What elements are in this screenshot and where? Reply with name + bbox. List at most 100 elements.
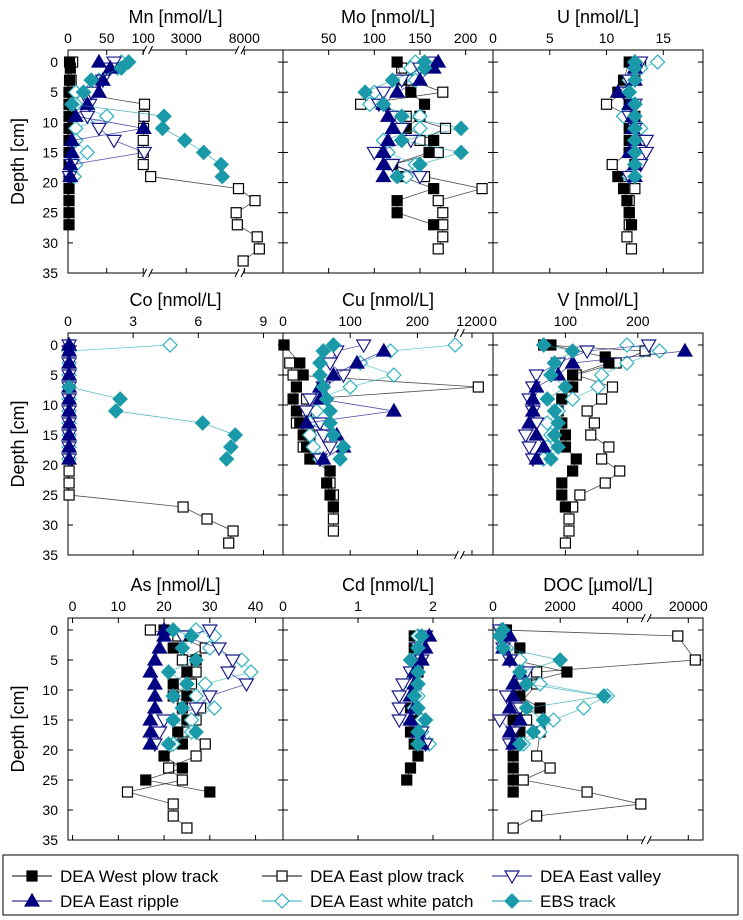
data-point (603, 441, 615, 453)
data-point (165, 712, 182, 728)
data-point (517, 774, 529, 786)
axis-break-gap (643, 614, 650, 622)
y-tick-label: 5 (50, 367, 58, 383)
data-point (160, 736, 177, 752)
panel-title: Co [nmol/L] (129, 290, 221, 310)
data-point (432, 195, 444, 207)
panel-frame (67, 332, 284, 556)
series-white (535, 337, 668, 467)
data-point (162, 337, 178, 353)
panel-title: Mo [nmol/L] (341, 7, 435, 27)
x-tick-label: 8000 (229, 30, 260, 46)
series-ripple (521, 342, 693, 465)
data-point (412, 156, 428, 173)
data-point (379, 132, 397, 147)
data-point (507, 774, 519, 786)
data-point (423, 146, 435, 159)
y-tick-label: 0 (50, 54, 58, 70)
data-point (410, 676, 426, 692)
data-point (62, 168, 79, 183)
data-point (227, 525, 239, 537)
data-point (144, 624, 156, 636)
data-point (600, 98, 613, 110)
x-tick-label: 100 (132, 30, 156, 46)
data-point (521, 441, 538, 456)
data-point (512, 736, 528, 752)
legend-marker (26, 870, 38, 882)
data-point (603, 357, 615, 369)
x-tick-label: 30 (202, 598, 218, 614)
data-point (154, 120, 171, 137)
data-point (375, 86, 392, 101)
y-tick-label: 15 (42, 427, 58, 443)
data-point (559, 537, 572, 549)
data-point (689, 654, 701, 666)
panel-U: U [nmol/L] 0 5 10 15 (489, 7, 704, 274)
y-tick-label: 10 (42, 397, 58, 413)
data-point (102, 59, 119, 74)
x-tick-label: 200 (406, 313, 430, 329)
data-point (194, 415, 211, 431)
data-point (612, 170, 624, 183)
panel-Cd: Cd [nmol/L] 0 1 2 (279, 575, 494, 841)
data-point (501, 699, 518, 714)
legend-marker (274, 893, 290, 909)
y-tick-label: 30 (42, 517, 58, 533)
data-point (625, 243, 638, 255)
data-point (453, 120, 469, 137)
x-tick-label: 20000 (669, 598, 708, 614)
data-point (491, 628, 508, 644)
data-point (596, 393, 608, 405)
data-point (160, 664, 177, 680)
data-point (140, 774, 152, 786)
x-tick-label: 15 (655, 30, 671, 46)
data-point (112, 391, 128, 407)
series-ebs (535, 337, 581, 467)
data-point (231, 219, 243, 231)
x-tick-label: 3 (129, 313, 137, 329)
data-point (298, 414, 315, 429)
panel-title: U [nmol/L] (557, 7, 639, 27)
data-point (635, 798, 647, 810)
data-point (181, 822, 193, 834)
data-point (621, 195, 633, 207)
data-point (410, 700, 426, 716)
axis-break-mark (453, 550, 459, 560)
data-point (197, 676, 214, 692)
data-point (167, 678, 179, 690)
data-point (411, 71, 429, 86)
data-point (63, 207, 75, 219)
axis-break-gap (144, 269, 151, 277)
data-point (165, 622, 182, 638)
data-point (61, 450, 78, 465)
data-point (230, 207, 242, 219)
legend-label: EBS track (540, 892, 616, 911)
data-point (575, 700, 592, 716)
data-point (528, 450, 545, 465)
x-tick-label: 3000 (171, 30, 202, 46)
y-tick-label: 35 (42, 547, 58, 563)
series-line (398, 635, 426, 745)
data-point (204, 786, 216, 798)
y-tick-label: 20 (42, 457, 58, 473)
data-point (348, 354, 365, 369)
data-point (190, 750, 202, 762)
data-point (214, 168, 231, 185)
legend-item-west: DEA West plow track (12, 867, 219, 886)
data-point (327, 525, 339, 537)
legend: DEA West plow track DEA East plow track DE… (2, 854, 739, 916)
data-point (201, 624, 218, 639)
data-point (384, 158, 401, 173)
series-line (605, 61, 642, 250)
data-point (619, 355, 635, 371)
data-point (63, 477, 75, 489)
data-point (524, 402, 541, 417)
data-point (232, 183, 245, 195)
y-tick-label: 5 (50, 652, 58, 668)
data-point (638, 146, 655, 161)
data-point (606, 381, 619, 393)
data-point (105, 134, 123, 149)
data-point (531, 750, 543, 762)
data-point (63, 74, 76, 86)
data-point (324, 489, 336, 501)
